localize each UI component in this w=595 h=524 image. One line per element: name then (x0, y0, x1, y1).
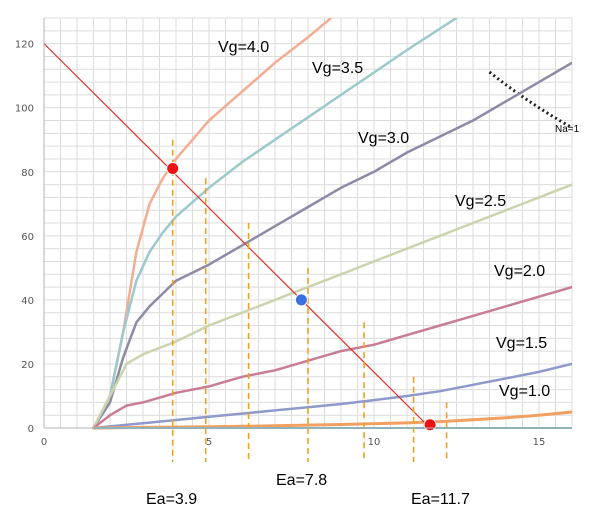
ea-label: Ea=7.8 (276, 472, 327, 489)
labels: Vg=4.0 Vg=3.5 Vg=3.0 Vg=2.5 Vg=2.0 Vg=1.5 Vg=1… (146, 39, 580, 508)
operating-point (294, 293, 308, 307)
y-tick-label: 60 (21, 232, 34, 243)
ea-label: Ea=11.7 (411, 491, 470, 508)
y-tick-label: 120 (15, 40, 34, 51)
y-tick-label: 100 (15, 104, 34, 115)
x-tick-label: 5 (206, 437, 212, 448)
operating-point (166, 162, 180, 176)
na-label: Na=1 (555, 124, 580, 135)
ea-label: Ea=3.9 (146, 491, 197, 508)
guides (166, 139, 448, 462)
series-label: Vg=1.5 (496, 335, 547, 352)
series-label: Vg=1.0 (499, 383, 550, 400)
series-line-vg-2-5 (92, 183, 572, 430)
series-label: Vg=4.0 (218, 39, 269, 56)
curves (43, 18, 572, 430)
x-tick-label: 15 (533, 437, 546, 448)
axes: 0 5 10 15 0 20 40 60 80 100 120 (15, 18, 572, 448)
series-line-vg-3-0 (92, 61, 572, 430)
series-label: Vg=2.5 (455, 193, 506, 210)
series-label: Vg=3.5 (312, 60, 363, 77)
series-line-vg-1-0 (92, 410, 572, 430)
y-tick-label: 40 (21, 296, 34, 307)
series-line-vg-3-5 (92, 18, 458, 430)
series-line-vg-2-0 (92, 285, 572, 430)
x-tick-label: 0 (41, 437, 47, 448)
power-limit-curve (488, 70, 572, 129)
y-tick-label: 80 (21, 168, 34, 179)
y-tick-label: 0 (28, 424, 34, 435)
load-line (43, 43, 431, 429)
series-label: Vg=3.0 (358, 130, 409, 147)
series-label: Vg=2.0 (494, 263, 545, 280)
grid (43, 17, 573, 429)
x-tick-label: 10 (368, 437, 381, 448)
series-line-vg-1-5 (92, 362, 572, 430)
y-tick-label: 20 (21, 360, 34, 371)
operating-point (423, 418, 437, 432)
